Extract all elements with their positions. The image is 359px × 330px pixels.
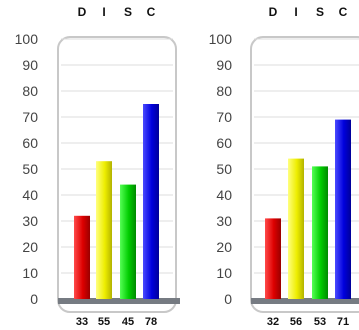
bar-s bbox=[312, 166, 328, 299]
value-label: 56 bbox=[290, 316, 302, 328]
bar-d bbox=[74, 215, 90, 299]
bar-c bbox=[335, 119, 351, 299]
y-tick-label: 0 bbox=[30, 291, 38, 307]
y-tick-label: 50 bbox=[22, 161, 38, 177]
category-label: D bbox=[78, 5, 87, 19]
bar-d bbox=[265, 218, 281, 299]
bar-i bbox=[96, 161, 112, 299]
category-label: I bbox=[294, 5, 297, 19]
y-tick-label: 90 bbox=[216, 57, 232, 73]
chart-1: 0 10 20 30 40 50 60 70 80 90 100 D 33 I 55 S 45 C 78 bbox=[15, 5, 180, 328]
category-label: C bbox=[339, 5, 348, 19]
y-tick-label: 90 bbox=[22, 57, 38, 73]
baseline-bar bbox=[251, 298, 359, 304]
value-label: 71 bbox=[337, 316, 349, 328]
bar-s bbox=[120, 184, 136, 299]
y-tick-label: 80 bbox=[216, 83, 232, 99]
value-label: 55 bbox=[98, 316, 110, 328]
y-tick-label: 40 bbox=[22, 187, 38, 203]
category-label: S bbox=[124, 5, 132, 19]
y-tick-label: 80 bbox=[22, 83, 38, 99]
y-tick-label: 100 bbox=[15, 31, 39, 47]
y-tick-label: 0 bbox=[224, 291, 232, 307]
y-tick-label: 30 bbox=[22, 213, 38, 229]
y-tick-label: 20 bbox=[22, 239, 38, 255]
value-label: 33 bbox=[76, 316, 88, 328]
baseline-bar bbox=[58, 298, 180, 304]
bar-i bbox=[288, 158, 304, 299]
y-tick-label: 100 bbox=[209, 31, 233, 47]
y-tick-label: 50 bbox=[216, 161, 232, 177]
category-label: C bbox=[147, 5, 156, 19]
category-label: D bbox=[269, 5, 278, 19]
y-tick-label: 30 bbox=[216, 213, 232, 229]
y-tick-label: 60 bbox=[22, 135, 38, 151]
y-tick-label: 60 bbox=[216, 135, 232, 151]
bar-c bbox=[143, 104, 159, 299]
chart-2: 0 10 20 30 40 50 60 70 80 90 100 D 32 I 56 S 53 C 71 bbox=[209, 5, 359, 328]
y-tick-label: 20 bbox=[216, 239, 232, 255]
y-tick-label: 70 bbox=[216, 109, 232, 125]
y-tick-label: 10 bbox=[22, 265, 38, 281]
category-label: I bbox=[102, 5, 105, 19]
y-tick-label: 10 bbox=[216, 265, 232, 281]
value-label: 78 bbox=[145, 316, 157, 328]
value-label: 32 bbox=[267, 316, 279, 328]
y-tick-label: 40 bbox=[216, 187, 232, 203]
category-label: S bbox=[316, 5, 324, 19]
y-tick-label: 70 bbox=[22, 109, 38, 125]
value-label: 53 bbox=[314, 316, 326, 328]
value-label: 45 bbox=[122, 316, 134, 328]
